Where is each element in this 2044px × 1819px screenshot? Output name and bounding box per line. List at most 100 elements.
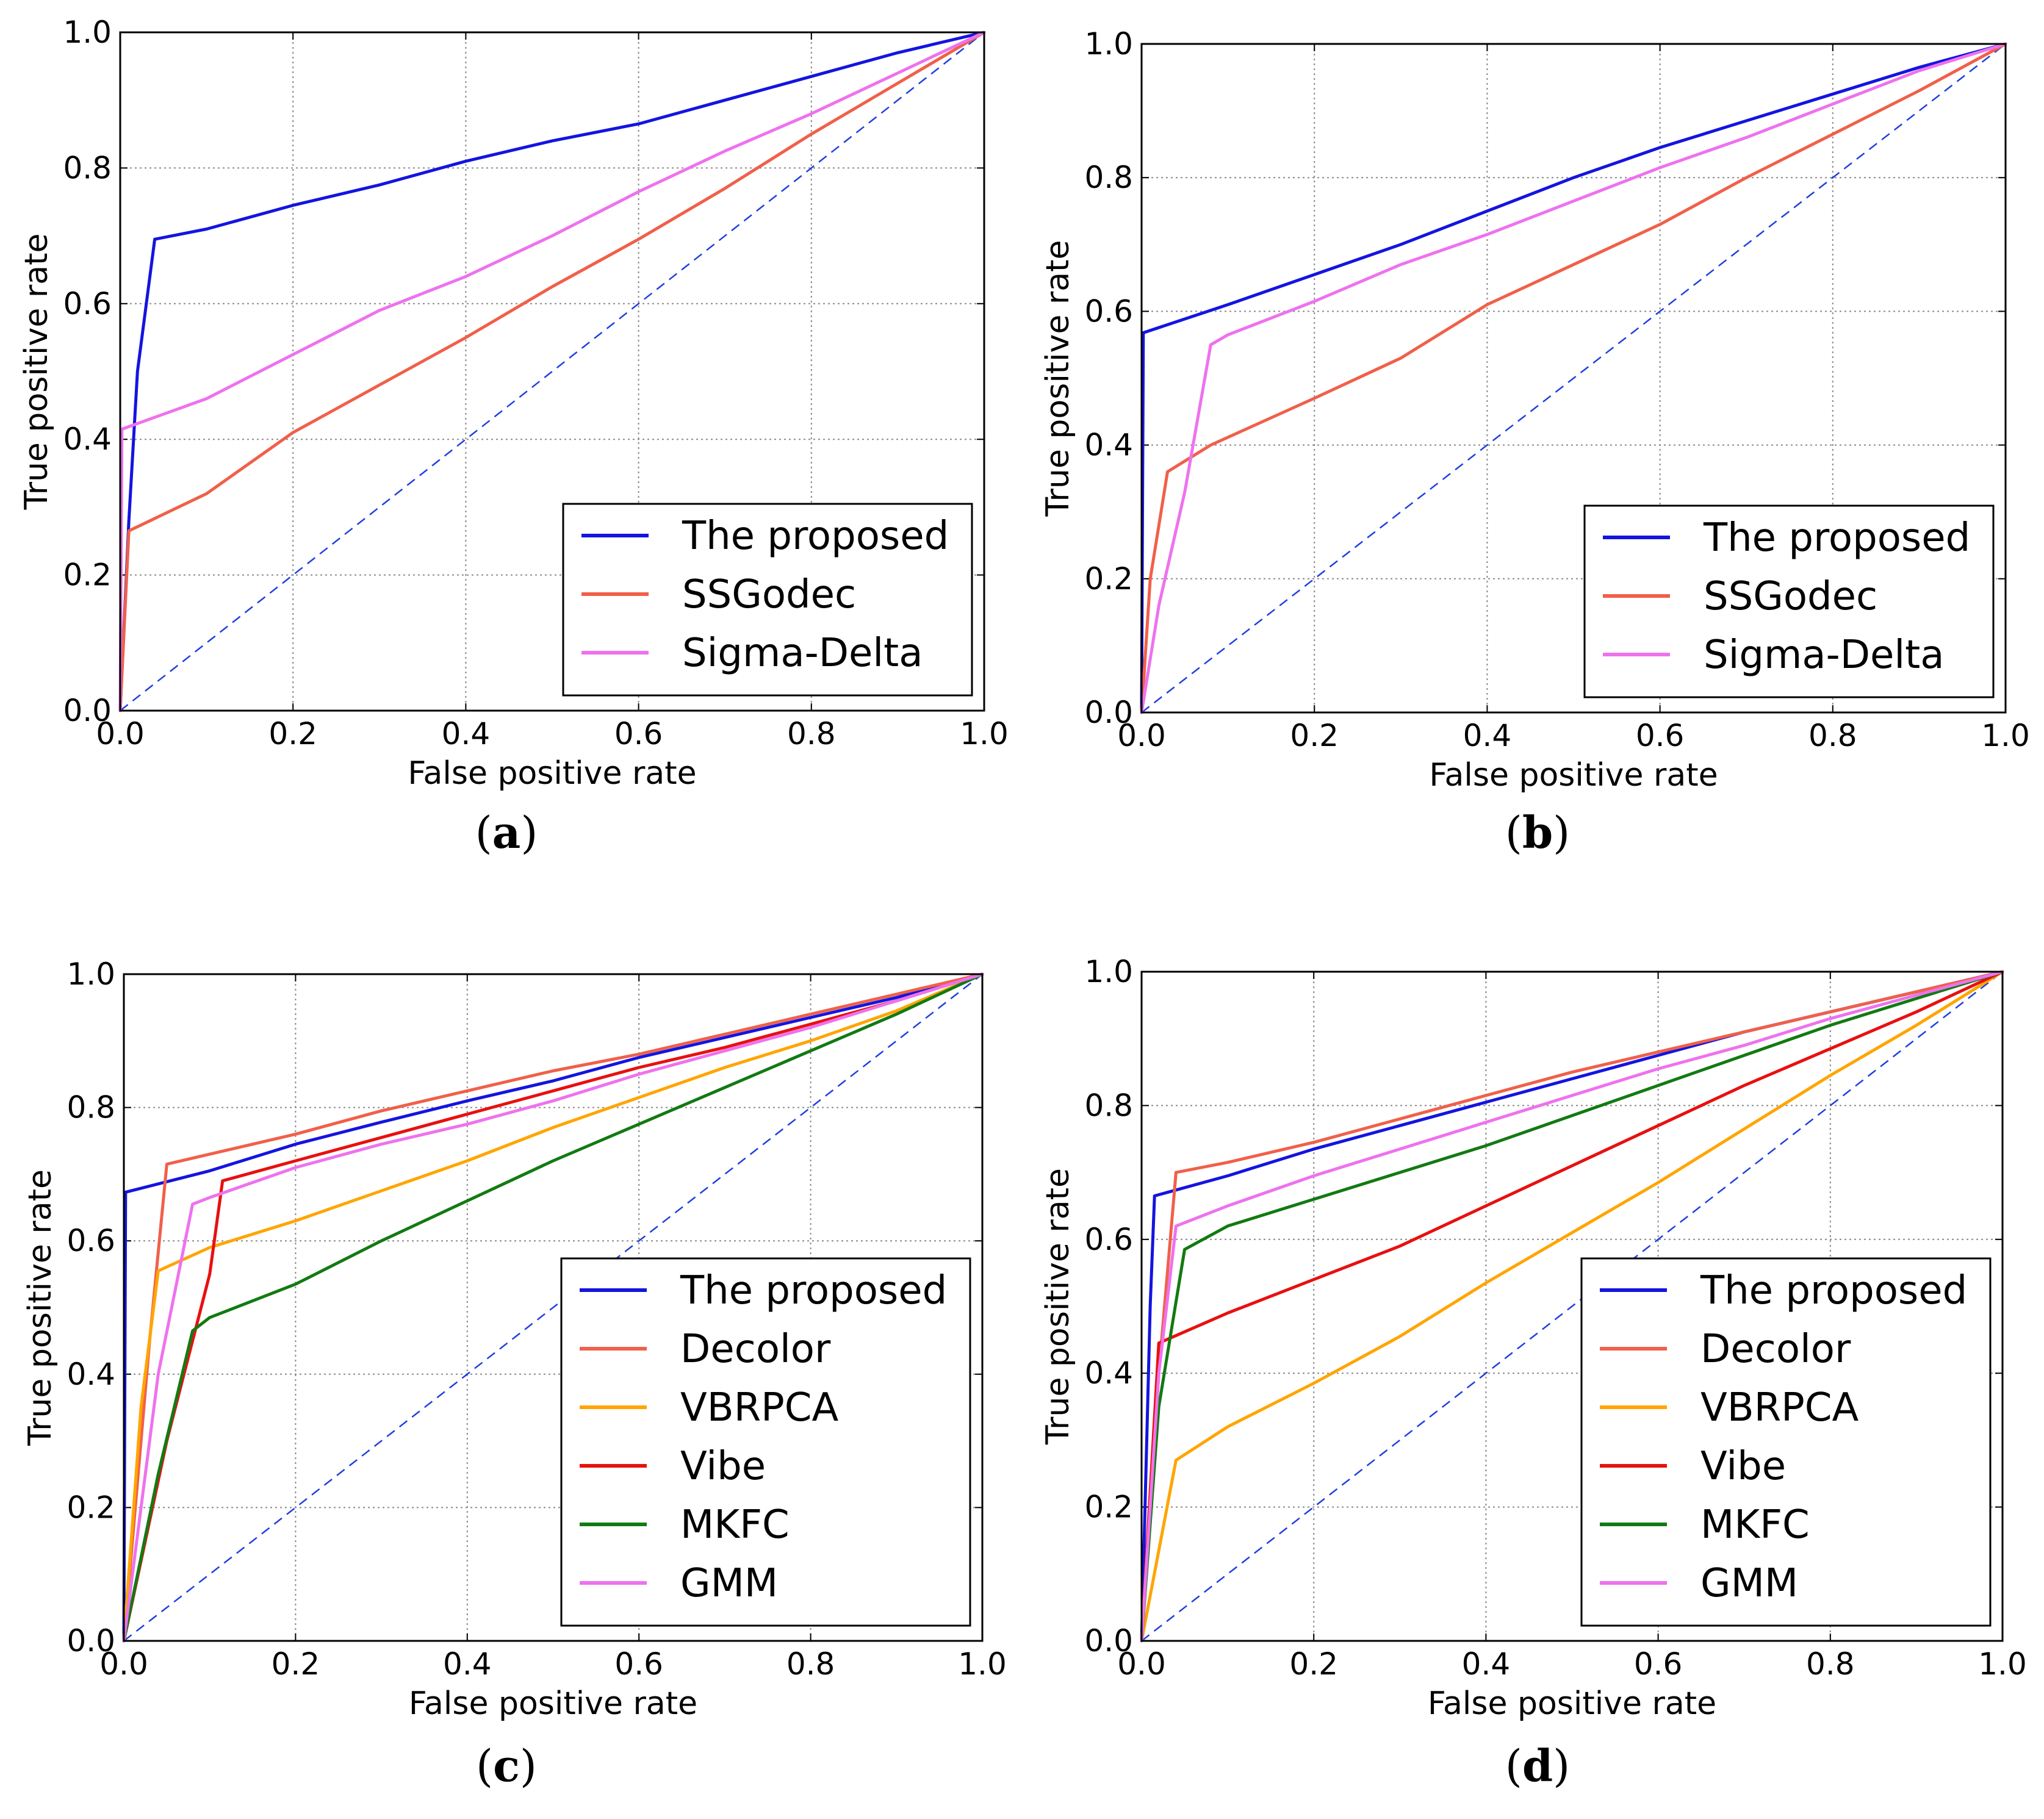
x-tick-label: 0.0	[1117, 718, 1166, 753]
y-tick-label: 0.0	[63, 693, 112, 728]
y-tick-label: 0.8	[1084, 1088, 1133, 1123]
panel-caption: (a)	[475, 806, 538, 858]
series-line-vibe	[1140, 970, 2004, 1643]
x-axis-label: False positive rate	[408, 755, 696, 792]
x-tick-label: 0.4	[1463, 718, 1512, 753]
x-tick-label: 1.0	[1981, 718, 2030, 753]
y-tick-label: 0.4	[1084, 428, 1133, 463]
x-axis-label: False positive rate	[1428, 1685, 1716, 1722]
legend-label: The proposed	[680, 1268, 947, 1313]
series-line-gmm	[122, 972, 984, 1643]
chart-panel-a: 0.0 0.2 0.4 0.6 0.8 1.0 0.0 0.2 0.4 0.6 0.8 1.0 Fals…	[18, 15, 1009, 858]
y-tick-label: 0.6	[1084, 1222, 1133, 1257]
legend: The proposed SSGodec Sigma-Delta	[562, 503, 973, 697]
caption-letter: c	[493, 1740, 520, 1792]
caption-paren-open: (	[475, 807, 492, 858]
x-tick-label: 0.2	[1290, 718, 1339, 753]
legend-label: VBRPCA	[1700, 1385, 1859, 1430]
plot-frame	[119, 31, 985, 712]
plot-frame	[123, 973, 984, 1642]
y-axis-label: True positive rate	[18, 233, 55, 510]
y-tick-label: 0.0	[67, 1623, 115, 1659]
legend: The proposed Decolor VBRPCA Vibe MKFC GMM	[1580, 1257, 1992, 1627]
legend-label: The proposed	[1703, 515, 1970, 561]
y-tick-label: 0.6	[1084, 293, 1133, 329]
caption-paren-open: (	[1505, 1740, 1522, 1792]
legend-label: Sigma-Delta	[682, 631, 923, 676]
x-tick-label: 0.4	[1462, 1646, 1511, 1682]
legend: The proposed Decolor VBRPCA Vibe MKFC GMM	[560, 1257, 971, 1627]
y-tick-label: 0.8	[1084, 160, 1133, 195]
x-tick-label: 0.0	[96, 716, 145, 752]
plot-frame	[1140, 43, 2007, 714]
series-line-vbrpca	[1140, 970, 2004, 1643]
x-tick-label: 0.8	[1808, 718, 1857, 753]
y-tick-label: 1.0	[1084, 26, 1133, 62]
y-tick-label: 0.6	[63, 286, 112, 321]
x-tick-label: 1.0	[960, 716, 1009, 752]
series-line-the-proposed	[122, 972, 984, 1643]
series-line-ssgodec	[118, 30, 986, 712]
x-axis-label: False positive rate	[1429, 757, 1718, 794]
y-axis-label: True positive rate	[22, 1169, 59, 1446]
x-tick-label: 0.0	[99, 1646, 148, 1682]
legend-label: GMM	[680, 1561, 778, 1606]
x-tick-label: 0.2	[1289, 1646, 1338, 1682]
x-tick-label: 0.8	[1806, 1646, 1855, 1682]
legend: The proposed SSGodec Sigma-Delta	[1583, 504, 1995, 698]
series-line-the-proposed	[118, 30, 986, 712]
x-tick-label: 0.2	[268, 716, 317, 752]
y-tick-label: 1.0	[67, 956, 115, 992]
series-line-vibe	[122, 972, 984, 1643]
legend-label: MKFC	[680, 1502, 790, 1548]
legend-label: SSGodec	[682, 572, 856, 617]
x-tick-label: 0.0	[1117, 1646, 1166, 1682]
caption-paren-close: )	[1553, 807, 1570, 858]
y-tick-label: 0.0	[1084, 1623, 1133, 1659]
y-tick-label: 0.2	[67, 1490, 115, 1525]
caption-paren-open: (	[1505, 807, 1522, 858]
series-line-vbrpca	[122, 972, 984, 1643]
legend-label: Vibe	[680, 1444, 766, 1489]
x-tick-label: 1.0	[1978, 1646, 2027, 1682]
plot-frame	[1140, 970, 2004, 1642]
y-tick-label: 0.4	[63, 422, 112, 457]
legend-label: SSGodec	[1704, 574, 1877, 619]
y-tick-label: 0.4	[1084, 1355, 1133, 1391]
caption-paren-open: (	[476, 1740, 493, 1792]
x-axis-label: False positive rate	[409, 1685, 697, 1722]
panel-caption: (b)	[1505, 806, 1571, 858]
panel-caption: (c)	[476, 1740, 537, 1792]
legend-label: VBRPCA	[680, 1385, 838, 1430]
x-tick-label: 0.6	[1634, 1646, 1683, 1682]
series-line-decolor	[122, 972, 984, 1643]
diagonal-reference-line	[123, 974, 983, 1641]
series-line-mkfc	[1140, 970, 2004, 1643]
x-tick-label: 0.6	[614, 1646, 663, 1682]
x-tick-label: 0.8	[787, 716, 836, 752]
chart-panel-d: 0.0 0.2 0.4 0.6 0.8 1.0 0.0 0.2 0.4 0.6 0.8 1.0 Fals…	[1040, 954, 2027, 1792]
caption-paren-close: )	[520, 807, 538, 858]
legend-label: Sigma-Delta	[1704, 633, 1944, 678]
x-tick-label: 1.0	[958, 1646, 1007, 1682]
y-axis-label: True positive rate	[1040, 240, 1076, 517]
caption-paren-close: )	[520, 1740, 537, 1792]
y-tick-label: 0.2	[1084, 561, 1133, 597]
x-tick-label: 0.4	[443, 1646, 492, 1682]
y-tick-label: 0.2	[63, 558, 112, 593]
y-tick-label: 1.0	[63, 15, 112, 50]
legend-box	[1580, 1257, 1992, 1627]
legend-label: GMM	[1700, 1561, 1798, 1606]
y-axis-label: True positive rate	[1040, 1168, 1076, 1445]
diagonal-reference-line	[120, 32, 985, 711]
caption-letter: a	[492, 806, 521, 858]
chart-panel-b: 0.0 0.2 0.4 0.6 0.8 1.0 0.0 0.2 0.4 0.6 0.8 1.0 Fals…	[1040, 26, 2030, 858]
legend-label: Vibe	[1700, 1444, 1786, 1489]
diagonal-reference-line	[1141, 43, 2006, 713]
series-line-sigma-delta	[1140, 42, 2007, 714]
legend-label: MKFC	[1700, 1502, 1810, 1548]
y-tick-label: 0.6	[67, 1223, 115, 1258]
x-tick-label: 0.6	[614, 716, 663, 752]
series-line-sigma-delta	[118, 30, 986, 712]
